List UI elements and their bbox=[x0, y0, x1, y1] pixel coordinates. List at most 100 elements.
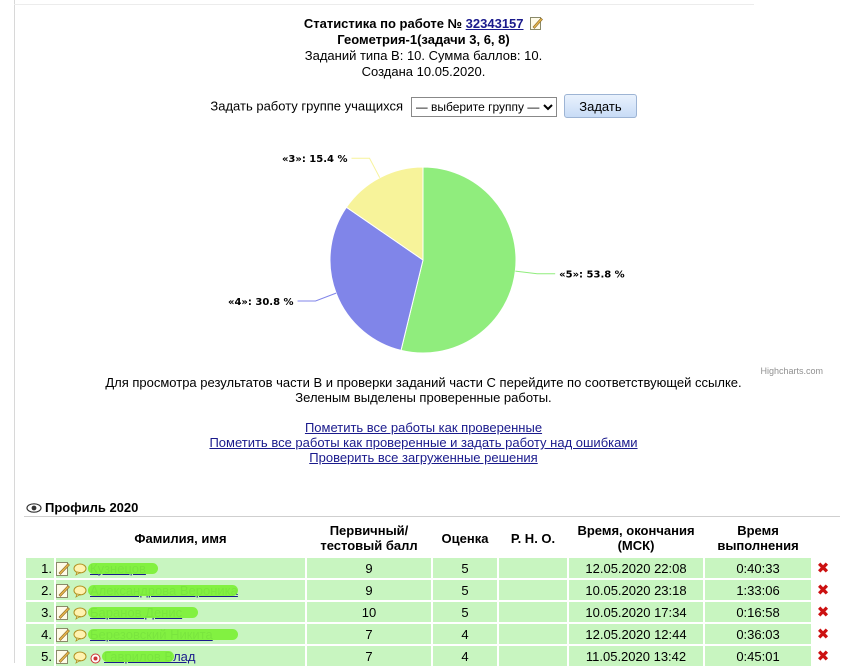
work-title: Статистика по работе № 32343157 bbox=[0, 16, 847, 32]
delete-icon[interactable]: ✖ bbox=[816, 582, 830, 599]
info-line-1: Для просмотра результатов части B и пров… bbox=[105, 375, 742, 390]
student-cell: Березовский Никита bbox=[56, 624, 305, 644]
table-row[interactable]: 4. Березовский Никита 74 12.05.2020 12:440:… bbox=[26, 624, 833, 644]
target-icon[interactable] bbox=[90, 653, 101, 664]
pie-label-3: «3»: 15.4 % bbox=[282, 154, 348, 165]
col-grade[interactable]: Оценка bbox=[441, 530, 489, 546]
student-name-link[interactable]: Березовский Никита bbox=[88, 627, 238, 642]
grade-cell: 4 bbox=[433, 624, 497, 644]
table-header-row: Фамилия, имя Первичный/ тестовый балл Оц… bbox=[26, 520, 833, 556]
score-cell: 9 bbox=[307, 558, 431, 578]
pencil-edit-icon[interactable] bbox=[56, 627, 70, 642]
grade-cell: 5 bbox=[433, 558, 497, 578]
check-uploaded-link[interactable]: Проверить все загруженные решения bbox=[309, 450, 538, 465]
pie-connector-2 bbox=[297, 292, 337, 302]
table-row[interactable]: 3. Баранов Денис 105 10.05.2020 17:340:16:5… bbox=[26, 602, 833, 622]
comment-bubble-icon[interactable] bbox=[73, 607, 87, 620]
group-select[interactable]: — выберите группу — bbox=[410, 96, 557, 117]
col-duration[interactable]: Время выполнения bbox=[717, 523, 799, 553]
end-time-cell: 10.05.2020 17:34 bbox=[569, 602, 703, 622]
end-time-cell: 11.05.2020 13:42 bbox=[569, 646, 703, 666]
delete-cell: ✖ bbox=[813, 624, 833, 644]
col-rno[interactable]: Р. Н. О. bbox=[510, 530, 556, 546]
student-name-link[interactable]: Кузнецов bbox=[88, 561, 158, 576]
comment-bubble-icon[interactable] bbox=[73, 629, 87, 642]
rno-cell bbox=[499, 602, 567, 622]
work-title-prefix: Статистика по работе № bbox=[303, 16, 463, 31]
assign-button[interactable]: Задать bbox=[564, 94, 637, 118]
highcharts-credit[interactable]: Highcharts.com bbox=[760, 366, 823, 376]
col-score[interactable]: Первичный/ тестовый балл bbox=[320, 523, 418, 553]
student-name-link[interactable]: Гаврилов Влад bbox=[102, 649, 196, 664]
score-cell: 10 bbox=[307, 602, 431, 622]
delete-icon[interactable]: ✖ bbox=[816, 626, 830, 643]
end-time-cell: 12.05.2020 22:08 bbox=[569, 558, 703, 578]
end-time-cell: 12.05.2020 12:44 bbox=[569, 624, 703, 644]
comment-bubble-icon[interactable] bbox=[73, 585, 87, 598]
redaction-mark bbox=[88, 606, 198, 618]
pencil-edit-icon[interactable] bbox=[56, 583, 70, 598]
info-text: Для просмотра результатов части B и пров… bbox=[0, 375, 847, 405]
bulk-actions: Пометить все работы как проверенные Поме… bbox=[0, 420, 847, 465]
student-name-link[interactable]: Баранов Денис bbox=[88, 605, 198, 620]
col-name[interactable]: Фамилия, имя bbox=[134, 530, 227, 546]
mark-all-checked-link[interactable]: Пометить все работы как проверенные bbox=[304, 420, 543, 435]
assign-label: Задать работу группе учащихся bbox=[210, 98, 404, 114]
redaction-mark bbox=[88, 628, 238, 640]
rno-cell bbox=[499, 646, 567, 666]
assign-group-form: Задать работу группе учащихся — выберите… bbox=[0, 94, 847, 118]
row-number: 3. bbox=[26, 602, 54, 622]
rno-cell bbox=[499, 624, 567, 644]
eye-icon[interactable] bbox=[26, 502, 42, 514]
redaction-mark bbox=[102, 650, 174, 662]
student-cell: Александрова Вероника bbox=[56, 580, 305, 600]
pencil-edit-icon[interactable] bbox=[56, 605, 70, 620]
created-date: Создана 10.05.2020. bbox=[361, 64, 486, 79]
table-row[interactable]: 2. Александрова Вероника 95 10.05.2020 23:1… bbox=[26, 580, 833, 600]
grade-cell: 4 bbox=[433, 646, 497, 666]
delete-cell: ✖ bbox=[813, 646, 833, 666]
grades-pie-chart: «5»: 53.8 % «4»: 30.8 % «3»: 15.4 % bbox=[228, 154, 625, 354]
work-number-link[interactable]: 32343157 bbox=[465, 16, 524, 31]
pie-slice-2[interactable] bbox=[329, 206, 424, 351]
col-end-time[interactable]: Время, окончания (МСК) bbox=[577, 523, 695, 553]
results-table: Фамилия, имя Первичный/ тестовый балл Оц… bbox=[24, 518, 835, 668]
row-number: 4. bbox=[26, 624, 54, 644]
pencil-edit-icon[interactable] bbox=[56, 649, 70, 664]
delete-icon[interactable]: ✖ bbox=[816, 560, 830, 577]
duration-cell: 0:45:01 bbox=[705, 646, 811, 666]
row-number: 1. bbox=[26, 558, 54, 578]
pencil-edit-icon[interactable] bbox=[530, 16, 544, 30]
comment-bubble-icon[interactable] bbox=[73, 651, 87, 664]
end-time-cell: 10.05.2020 23:18 bbox=[569, 580, 703, 600]
delete-cell: ✖ bbox=[813, 558, 833, 578]
table-row[interactable]: 5. Гаврилов Влад 74 11.05.2020 13:420:45:01… bbox=[26, 646, 833, 666]
student-cell: Баранов Денис bbox=[56, 602, 305, 622]
pie-label-1: «5»: 53.8 % bbox=[559, 270, 625, 281]
page-top-border bbox=[14, 4, 754, 5]
redaction-mark bbox=[88, 562, 158, 574]
mark-all-checked-assign-link[interactable]: Пометить все работы как проверенные и за… bbox=[209, 435, 638, 450]
student-name-link[interactable]: Александрова Вероника bbox=[88, 583, 238, 598]
table-top-rule bbox=[24, 516, 840, 517]
pie-label-2: «4»: 30.8 % bbox=[228, 297, 294, 308]
grade-cell: 5 bbox=[433, 580, 497, 600]
info-line-2: Зеленым выделены проверенные работы. bbox=[295, 390, 552, 405]
delete-cell: ✖ bbox=[813, 580, 833, 600]
table-row[interactable]: 1. Кузнецов 95 12.05.2020 22:080:40:33 ✖ bbox=[26, 558, 833, 578]
delete-icon[interactable]: ✖ bbox=[816, 648, 830, 665]
score-cell: 7 bbox=[307, 646, 431, 666]
pencil-edit-icon[interactable] bbox=[56, 561, 70, 576]
pie-slice-1[interactable] bbox=[400, 166, 517, 354]
col-delete bbox=[813, 520, 833, 556]
results-body: 1.Кузнецов9512.05.2020 22:080:40:33✖2.Ал… bbox=[26, 558, 833, 666]
comment-bubble-icon[interactable] bbox=[73, 563, 87, 576]
redaction-mark bbox=[88, 584, 238, 596]
student-cell: Кузнецов bbox=[56, 558, 305, 578]
page-left-border bbox=[14, 0, 15, 663]
pie-connector-1 bbox=[515, 270, 556, 275]
duration-cell: 0:40:33 bbox=[705, 558, 811, 578]
delete-icon[interactable]: ✖ bbox=[816, 604, 830, 621]
col-number bbox=[26, 520, 54, 556]
profile-heading: Профиль 2020 bbox=[26, 500, 138, 515]
